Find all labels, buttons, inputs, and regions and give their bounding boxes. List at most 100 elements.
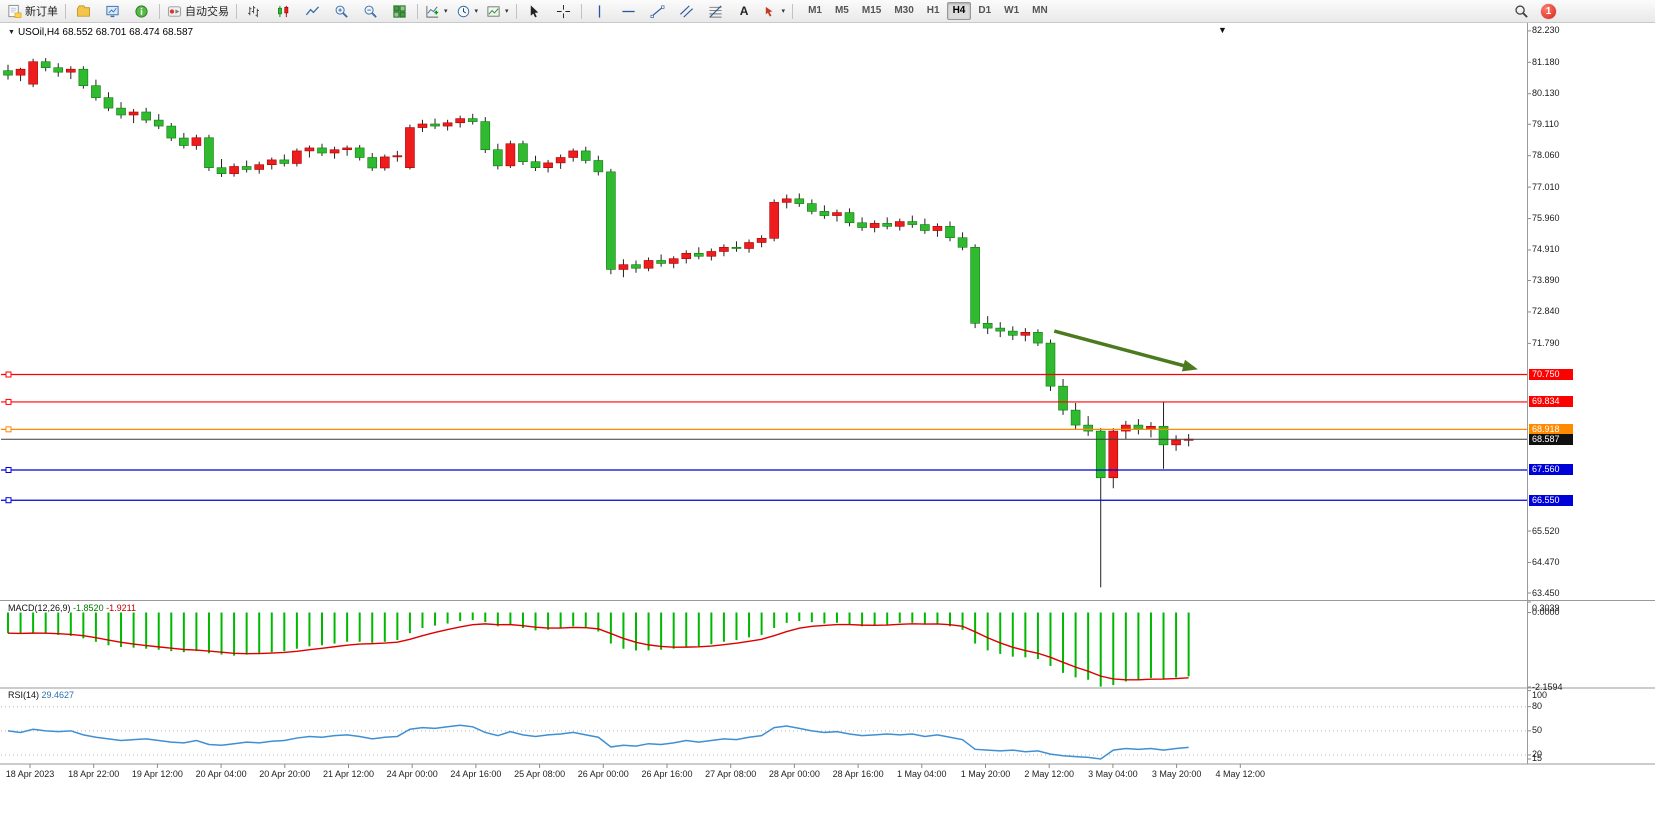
- time-label: 19 Apr 12:00: [131, 769, 183, 779]
- timeframe-D1[interactable]: D1: [978, 5, 992, 16]
- fibonacci-tool-button[interactable]: [701, 0, 730, 22]
- chart-title: ▼ USOil,H4 68.552 68.701 68.474 68.587: [8, 27, 193, 38]
- timeframe-W1[interactable]: W1: [1004, 5, 1020, 16]
- candle-bullish: [719, 246, 729, 252]
- chart-collapse-icon[interactable]: ▼: [8, 29, 15, 36]
- time-label: 28 Apr 16:00: [832, 769, 884, 779]
- timeframe-MN[interactable]: MN: [1032, 5, 1048, 16]
- timeframe-H1[interactable]: H1: [926, 5, 940, 16]
- tile-windows-button[interactable]: [385, 0, 414, 22]
- line-chart-button[interactable]: [298, 0, 327, 22]
- chevron-down-icon: ▾: [474, 8, 479, 15]
- timeframe-M1[interactable]: M1: [808, 5, 822, 16]
- indicators-button[interactable]: ▾: [421, 0, 452, 22]
- time-label: 3 May 20:00: [1151, 769, 1202, 779]
- cursor-button[interactable]: [520, 0, 549, 22]
- timeframe-H4[interactable]: H4: [946, 2, 972, 20]
- new-order-button[interactable]: 新订单: [3, 0, 62, 22]
- time-label: 20 Apr 04:00: [195, 769, 247, 779]
- candle-bullish: [543, 162, 553, 168]
- hline-handle[interactable]: [5, 398, 12, 405]
- profiles-button[interactable]: [69, 0, 98, 22]
- candle-bearish: [857, 222, 867, 228]
- candle-bearish: [467, 118, 478, 122]
- candle-bullish: [304, 147, 315, 152]
- hline-handle[interactable]: [5, 426, 12, 433]
- candle-bullish: [266, 159, 277, 165]
- hline-handle[interactable]: [5, 466, 12, 473]
- candle-bearish: [593, 160, 604, 173]
- periods-button[interactable]: ▾: [452, 0, 483, 22]
- time-label: 21 Apr 12:00: [322, 769, 375, 779]
- text-tool-button[interactable]: A: [730, 0, 759, 22]
- time-label: 18 Apr 2023: [5, 769, 55, 779]
- candle-bearish: [1007, 330, 1018, 336]
- candle-bearish: [819, 211, 830, 216]
- notification-badge[interactable]: 1: [1541, 3, 1556, 19]
- chart-shift-marker[interactable]: ▼: [1218, 25, 1227, 35]
- horizontal-line-tool-button[interactable]: [614, 0, 643, 22]
- candle-bullish: [392, 155, 403, 158]
- price-axis-label: 73.890: [1532, 275, 1560, 286]
- candle-bullish: [342, 147, 352, 151]
- chart-symbol: USOil,H4: [17, 27, 60, 38]
- chart-window: ▼ USOil,H4 68.552 68.701 68.474 68.587 ▼ …: [0, 23, 1655, 827]
- navigator-button[interactable]: [127, 0, 156, 22]
- candle-bearish: [279, 159, 290, 164]
- channel-tool-button[interactable]: [672, 0, 701, 22]
- zoom-out-button[interactable]: [356, 0, 385, 22]
- timeframe-M30[interactable]: M30: [894, 5, 914, 16]
- macd-label: MACD(12,26,9) -1.8520 -1.9211: [8, 603, 136, 613]
- candle-bullish: [1121, 424, 1131, 432]
- price-axis-label: 63.450: [1532, 587, 1560, 598]
- candle-bearish: [367, 157, 378, 169]
- search-button[interactable]: [1507, 0, 1536, 22]
- candle-bearish: [882, 223, 893, 227]
- price-axis-label: 78.060: [1532, 150, 1560, 161]
- arrows-tool-button[interactable]: ▾: [759, 0, 790, 22]
- templates-button[interactable]: ▾: [482, 0, 513, 22]
- trendline-tool-button[interactable]: [643, 0, 672, 22]
- price-axis-label: 64.470: [1532, 556, 1560, 567]
- crosshair-button[interactable]: [549, 0, 578, 22]
- price-axis[interactable]: [1528, 23, 1655, 764]
- bar-chart-button[interactable]: [240, 0, 269, 22]
- candle-bullish: [568, 150, 579, 158]
- market-watch-button[interactable]: [98, 0, 127, 22]
- autotrading-button[interactable]: 自动交易: [163, 0, 233, 22]
- price-tag-70.750: 70.750: [1529, 369, 1573, 380]
- rsi-axis-label: 80: [1532, 701, 1543, 712]
- vertical-line-tool-button[interactable]: [585, 0, 614, 22]
- time-label: 24 Apr 00:00: [386, 769, 438, 779]
- candle-bullish: [769, 202, 779, 239]
- candle-bullish: [668, 258, 679, 264]
- timeframe-M5[interactable]: M5: [834, 5, 849, 16]
- price-axis-label: 81.180: [1532, 56, 1560, 67]
- zoom-in-icon: [335, 5, 348, 18]
- chevron-down-icon: ▾: [781, 8, 786, 15]
- zoom-out-icon: [364, 5, 377, 18]
- price-tag-67.560: 67.560: [1529, 464, 1573, 476]
- timeframe-M15[interactable]: M15: [861, 5, 882, 16]
- time-label: 24 Apr 16:00: [450, 769, 502, 779]
- hline-handle[interactable]: [5, 497, 12, 504]
- candle-bearish: [40, 61, 51, 69]
- candle-bearish: [116, 107, 126, 116]
- candle-bullish: [329, 149, 340, 154]
- candlestick-chart-button[interactable]: [269, 0, 298, 22]
- toolbar-separator: [159, 3, 160, 19]
- trend-arrow-line[interactable]: [1053, 329, 1192, 370]
- time-axis[interactable]: [0, 765, 1655, 787]
- candle-bearish: [354, 147, 365, 158]
- candle-bearish: [970, 246, 980, 324]
- trend-arrow-head[interactable]: [1181, 359, 1198, 372]
- candle-bullish: [405, 127, 415, 168]
- rsi-value: 29.4627: [41, 690, 75, 700]
- time-label: 27 Apr 08:00: [705, 769, 757, 779]
- candle-bullish: [681, 252, 692, 259]
- candle-bearish: [103, 97, 114, 109]
- hline-handle[interactable]: [5, 371, 12, 378]
- candle-bearish: [153, 119, 164, 127]
- chart-canvas[interactable]: [0, 23, 1655, 827]
- zoom-in-button[interactable]: [327, 0, 356, 22]
